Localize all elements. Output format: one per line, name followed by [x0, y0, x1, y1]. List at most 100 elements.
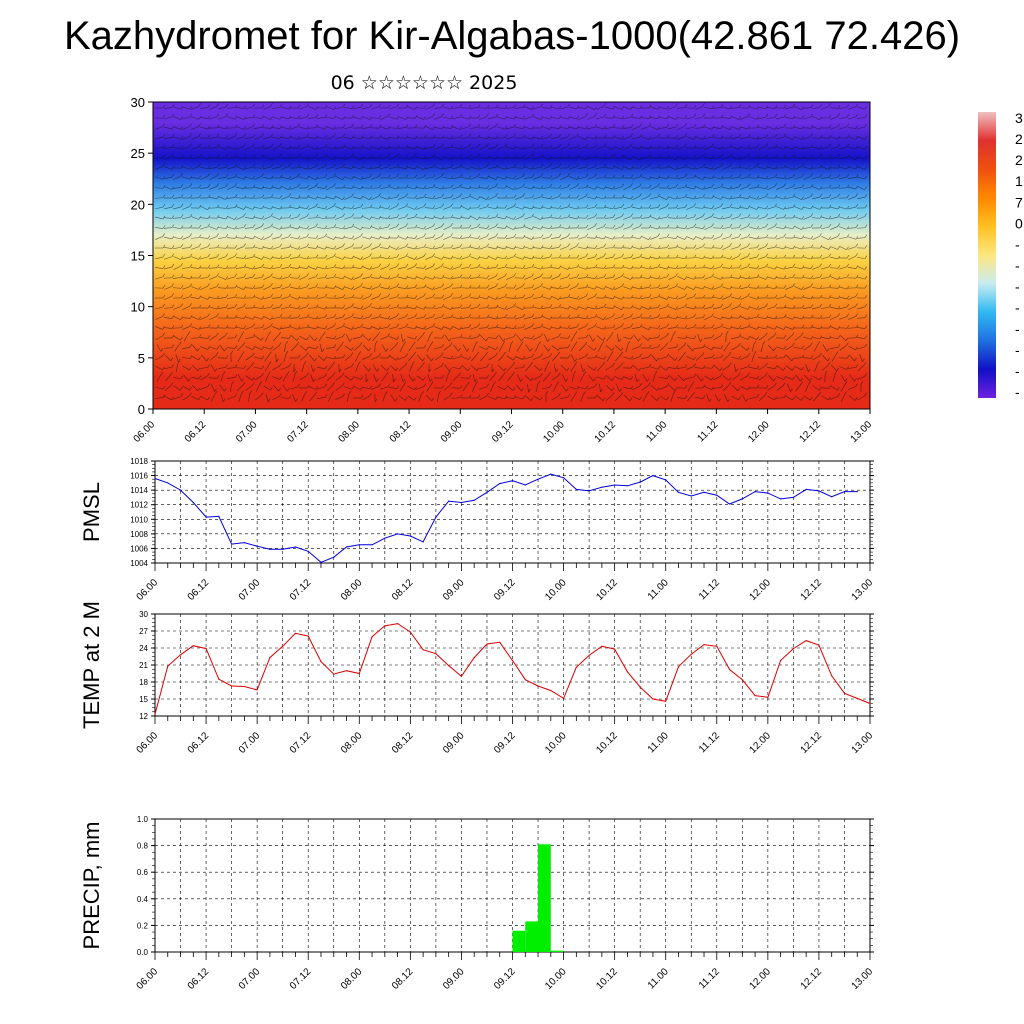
wind-barb [848, 196, 856, 200]
wind-barb [614, 116, 622, 120]
wind-barb [470, 336, 478, 340]
wind-barb [596, 226, 604, 230]
wind-barb [273, 334, 279, 342]
wind-barb-flag [792, 154, 796, 158]
wind-barb [244, 117, 254, 119]
wind-barb [604, 307, 614, 309]
wind-barb-flag [783, 304, 787, 309]
wind-barb-flag [693, 203, 696, 207]
wind-barb [703, 157, 713, 159]
wind-barb [687, 394, 693, 402]
wind-barb-flag [324, 246, 328, 250]
wind-barb [173, 376, 181, 380]
wind-barb-flag [864, 146, 868, 150]
wind-barb-flag [711, 126, 715, 130]
wind-barb-flag [520, 378, 523, 382]
wind-barb [838, 327, 848, 329]
wind-barb-flag [556, 381, 560, 385]
wind-barb [355, 364, 359, 372]
wind-barb-flag [261, 346, 264, 350]
wind-barb-flag [261, 305, 265, 309]
wind-barb [290, 326, 298, 330]
wind-barb [641, 356, 649, 360]
wind-barb [524, 395, 532, 401]
wind-barb [587, 256, 595, 260]
wind-barb [371, 226, 379, 230]
wind-barb [658, 287, 668, 289]
wind-barb-flag [657, 325, 661, 329]
wind-barb-flag [486, 383, 490, 387]
wind-barb [740, 236, 748, 240]
wind-barb-flag [558, 133, 562, 138]
wind-barb [362, 236, 370, 240]
wind-barb-flag [198, 103, 201, 107]
wind-barb-flag [576, 264, 580, 268]
wind-barb-flag [738, 264, 742, 268]
wind-barb-flag [765, 234, 769, 238]
wind-barb-flag [369, 266, 372, 270]
x-tick-label: 10.12 [593, 419, 619, 445]
wind-barb [623, 166, 631, 170]
wind-barb-flag [450, 326, 453, 330]
wind-barb [586, 267, 596, 269]
wind-barb [785, 335, 793, 341]
wind-barb-flag [504, 314, 508, 318]
wind-barb-flag [207, 396, 210, 401]
wind-barb-flag [252, 184, 256, 189]
wind-barb [155, 136, 163, 140]
wind-barb [787, 384, 791, 392]
wind-barb-flag [531, 194, 535, 198]
wind-barb [182, 236, 190, 240]
wind-barb [525, 344, 531, 352]
wind-barb-flag [855, 265, 859, 269]
wind-barb [632, 136, 640, 140]
wind-barb [551, 136, 559, 140]
wind-barb [695, 166, 703, 170]
wind-barb-flag [441, 374, 445, 379]
wind-barb [182, 286, 190, 290]
wind-barb-flag [522, 356, 525, 360]
wind-barb-flag [747, 316, 750, 320]
wind-barb [614, 365, 622, 371]
colorbar-label: 0 [1015, 215, 1023, 231]
wind-barb [578, 156, 586, 160]
wind-barb [317, 376, 325, 380]
wind-barb [785, 246, 793, 250]
wind-barb-flag [666, 106, 670, 110]
wind-barb-flag [261, 223, 264, 227]
wind-barb-flag [162, 115, 166, 119]
wind-barb-flag [773, 332, 777, 336]
wind-barb [831, 354, 837, 362]
wind-barb-flag [762, 340, 766, 345]
wind-barb [670, 394, 674, 402]
wind-barb-flag [412, 378, 416, 382]
wind-barb [533, 276, 541, 280]
wind-barb-flag [378, 193, 381, 197]
wind-barb [425, 186, 433, 190]
wind-barb-flag [459, 204, 463, 209]
wind-barb [686, 196, 694, 200]
wind-barb-flag [611, 392, 615, 396]
wind-barb-flag [222, 398, 226, 402]
wind-barb-flag [702, 255, 706, 259]
wind-barb [253, 327, 263, 329]
wind-barb-flag [321, 348, 325, 353]
wind-barb [722, 216, 730, 220]
wind-barb [353, 336, 361, 340]
wind-barb [398, 276, 406, 280]
wind-barb-flag [540, 305, 544, 309]
wind-barb [281, 106, 289, 110]
wind-barb [443, 156, 451, 160]
wind-barb [685, 147, 695, 149]
wind-barb [299, 335, 307, 341]
wind-barb [524, 276, 532, 280]
wind-barb [191, 395, 199, 401]
wind-barb [847, 227, 857, 229]
wind-barb-flag [387, 205, 391, 209]
wind-barb [650, 236, 658, 240]
wind-barb-flag [486, 196, 489, 200]
wind-barb-flag [395, 342, 399, 346]
wind-barb-flag [594, 367, 597, 371]
wind-barb [587, 306, 595, 310]
wind-barbs [154, 103, 868, 403]
